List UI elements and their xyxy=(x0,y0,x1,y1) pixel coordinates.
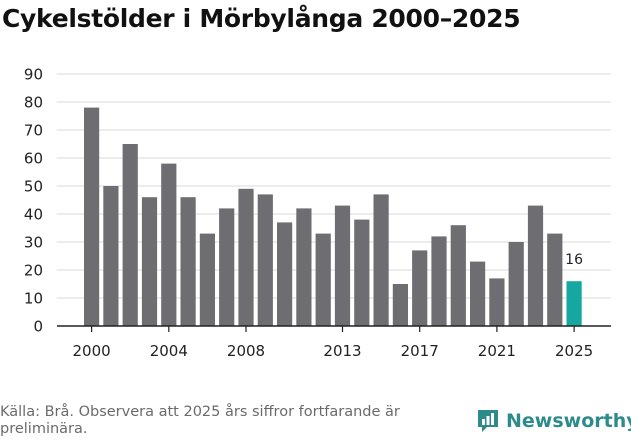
y-tick-label: 40 xyxy=(24,206,43,224)
y-tick-label: 10 xyxy=(24,290,43,308)
bar-2025 xyxy=(566,281,582,326)
bar-2015 xyxy=(373,194,389,326)
x-tick-label: 2025 xyxy=(555,342,593,360)
bar-2014 xyxy=(354,219,370,326)
bar-2005 xyxy=(180,197,196,326)
x-tick-label: 2017 xyxy=(401,342,439,360)
bar-2021 xyxy=(489,278,505,326)
bar-chart: 0 10 20 30 40 50 60 70 80 90 2000 2004 2008 2013 2017… xyxy=(24,66,611,360)
brand-name: Newsworthy xyxy=(506,410,631,432)
y-tick-label: 0 xyxy=(33,318,43,336)
data-labels: 16 xyxy=(565,252,583,268)
bar-2008 xyxy=(238,188,254,326)
y-tick-label: 60 xyxy=(24,150,43,168)
bar-2003 xyxy=(141,197,158,326)
data-label-2025: 16 xyxy=(565,252,583,268)
bar-2016 xyxy=(392,284,408,326)
bar-2018 xyxy=(431,236,447,326)
bar-2004 xyxy=(161,163,177,326)
bar-2023 xyxy=(527,205,544,326)
bar-2019 xyxy=(450,225,466,326)
bar-2010 xyxy=(277,222,293,326)
x-tick-label: 2008 xyxy=(227,342,265,360)
bar-2011 xyxy=(296,208,312,326)
x-tick-label: 2004 xyxy=(150,342,188,360)
x-tick-label: 2021 xyxy=(478,342,516,360)
brand-logo[interactable]: Newsworthy xyxy=(476,408,631,434)
bars xyxy=(84,107,582,326)
bar-2017 xyxy=(412,250,428,326)
newsworthy-logo-icon xyxy=(478,410,498,432)
y-tick-label: 30 xyxy=(24,234,43,252)
x-tick-label: 2013 xyxy=(323,342,361,360)
y-tick-label: 90 xyxy=(24,66,43,84)
bar-2012 xyxy=(315,233,331,326)
y-tick-label: 70 xyxy=(24,122,43,140)
bar-2022 xyxy=(508,242,524,326)
bar-2002 xyxy=(122,144,138,326)
bar-2020 xyxy=(470,261,486,326)
source-note: Källa: Brå. Observera att 2025 års siffr… xyxy=(0,404,400,437)
bar-2006 xyxy=(199,233,215,326)
chart-title: Cykelstölder i Mörbylånga 2000–2025 xyxy=(2,4,521,33)
bar-2009 xyxy=(257,194,273,326)
bar-2024 xyxy=(547,233,563,326)
bar-2007 xyxy=(219,208,235,326)
bar-2013 xyxy=(334,205,351,326)
y-tick-label: 50 xyxy=(24,178,43,196)
y-axis-ticks: 0 10 20 30 40 50 60 70 80 90 xyxy=(24,66,43,336)
bar-2001 xyxy=(103,186,119,326)
bar-2000 xyxy=(84,107,100,326)
x-axis-ticks: 2000 2004 2008 2013 2017 2021 2025 xyxy=(73,326,593,360)
y-tick-label: 80 xyxy=(24,94,43,112)
y-tick-label: 20 xyxy=(24,262,43,280)
x-tick-label: 2000 xyxy=(73,342,111,360)
